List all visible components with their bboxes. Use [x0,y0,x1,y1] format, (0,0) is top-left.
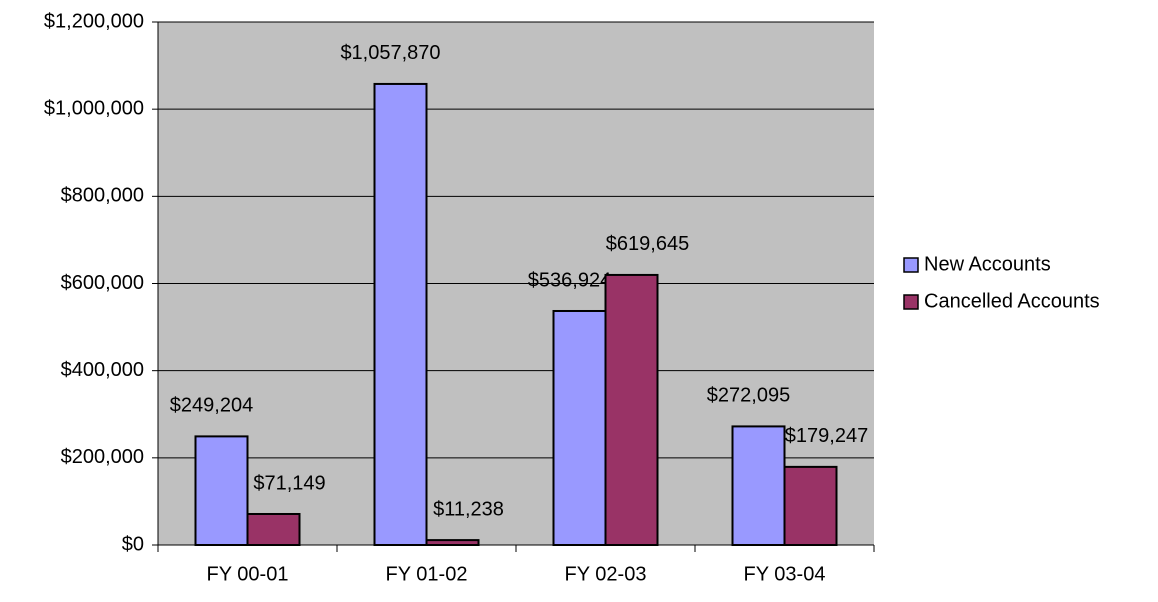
value-label: $1,057,870 [340,42,440,64]
value-label: $272,095 [707,385,790,407]
y-tick-label: $800,000 [61,185,144,207]
bar [731,425,786,546]
bar [425,539,480,547]
x-tick-label: FY 03-04 [744,563,826,585]
legend-label: Cancelled Accounts [924,290,1100,312]
bar [783,465,838,546]
value-label: $619,645 [606,233,689,255]
value-label: $249,204 [170,395,253,417]
bar [373,82,428,547]
bar [194,435,249,546]
bar [552,309,607,547]
legend-swatch [903,294,919,310]
value-label: $536,924 [528,269,611,291]
y-tick-label: $1,200,000 [44,10,144,32]
legend-label: New Accounts [924,253,1051,275]
y-tick-label: $200,000 [61,446,144,468]
x-tick-label: FY 01-02 [386,563,468,585]
y-tick-label: $1,000,000 [44,97,144,119]
bar [246,512,301,547]
x-tick-label: FY 02-03 [565,563,647,585]
value-label: $71,149 [253,472,325,494]
legend-swatch [903,257,919,273]
y-tick-label: $400,000 [61,359,144,381]
x-tick-label: FY 00-01 [207,563,289,585]
y-tick-label: $600,000 [61,272,144,294]
y-tick-label: $0 [122,533,144,555]
value-label: $11,238 [433,498,504,520]
bar [604,273,659,546]
value-label: $179,247 [785,425,868,447]
